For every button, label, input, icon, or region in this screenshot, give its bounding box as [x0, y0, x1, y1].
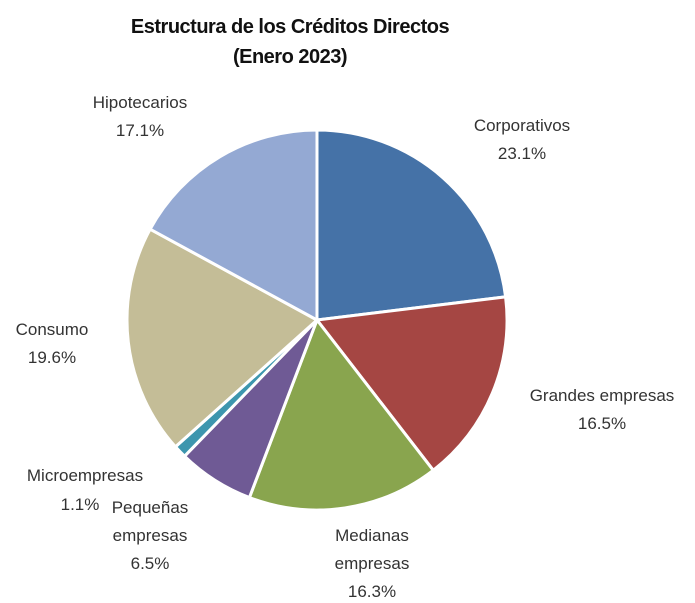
chart-title: Estructura de los Créditos Directos [130, 16, 450, 38]
slice-label: Pequeñas empresas 6.5% [95, 494, 205, 578]
pie-slice [315, 128, 508, 322]
value-label: 23.1% [497, 144, 547, 163]
slice-label: Consumo 19.6% [0, 316, 107, 372]
pie-slice [148, 128, 319, 323]
value-label: 16.5% [577, 414, 627, 433]
chart-subtitle: (Enero 2023) [232, 46, 348, 68]
value-label: 19.6% [27, 348, 77, 367]
pie-slice [125, 227, 320, 449]
value-label: 17.1% [115, 121, 165, 140]
slice-label: Microempresas [0, 462, 170, 490]
value-label: 1.1% [60, 495, 100, 514]
category-label: Corporativos [473, 116, 571, 135]
category-label: Grandes empresas [529, 386, 675, 405]
value-label: 6.5% [130, 554, 170, 573]
slice-label: Corporativos 23.1% [422, 112, 622, 168]
slice-label: Hipotecarios 17.1% [65, 89, 215, 145]
category-label: Medianas empresas [334, 526, 410, 573]
value-label: 16.3% [347, 582, 397, 601]
pie-slice [314, 295, 509, 473]
category-label: Hipotecarios [92, 93, 188, 112]
category-label: Pequeñas empresas [111, 498, 189, 545]
slice-label: Medianas empresas 16.3% [317, 522, 427, 603]
category-label: Microempresas [26, 466, 144, 485]
category-label: Consumo [15, 320, 89, 339]
pie-slice [247, 316, 436, 512]
slice-label: Grandes empresas 16.5% [502, 382, 695, 438]
